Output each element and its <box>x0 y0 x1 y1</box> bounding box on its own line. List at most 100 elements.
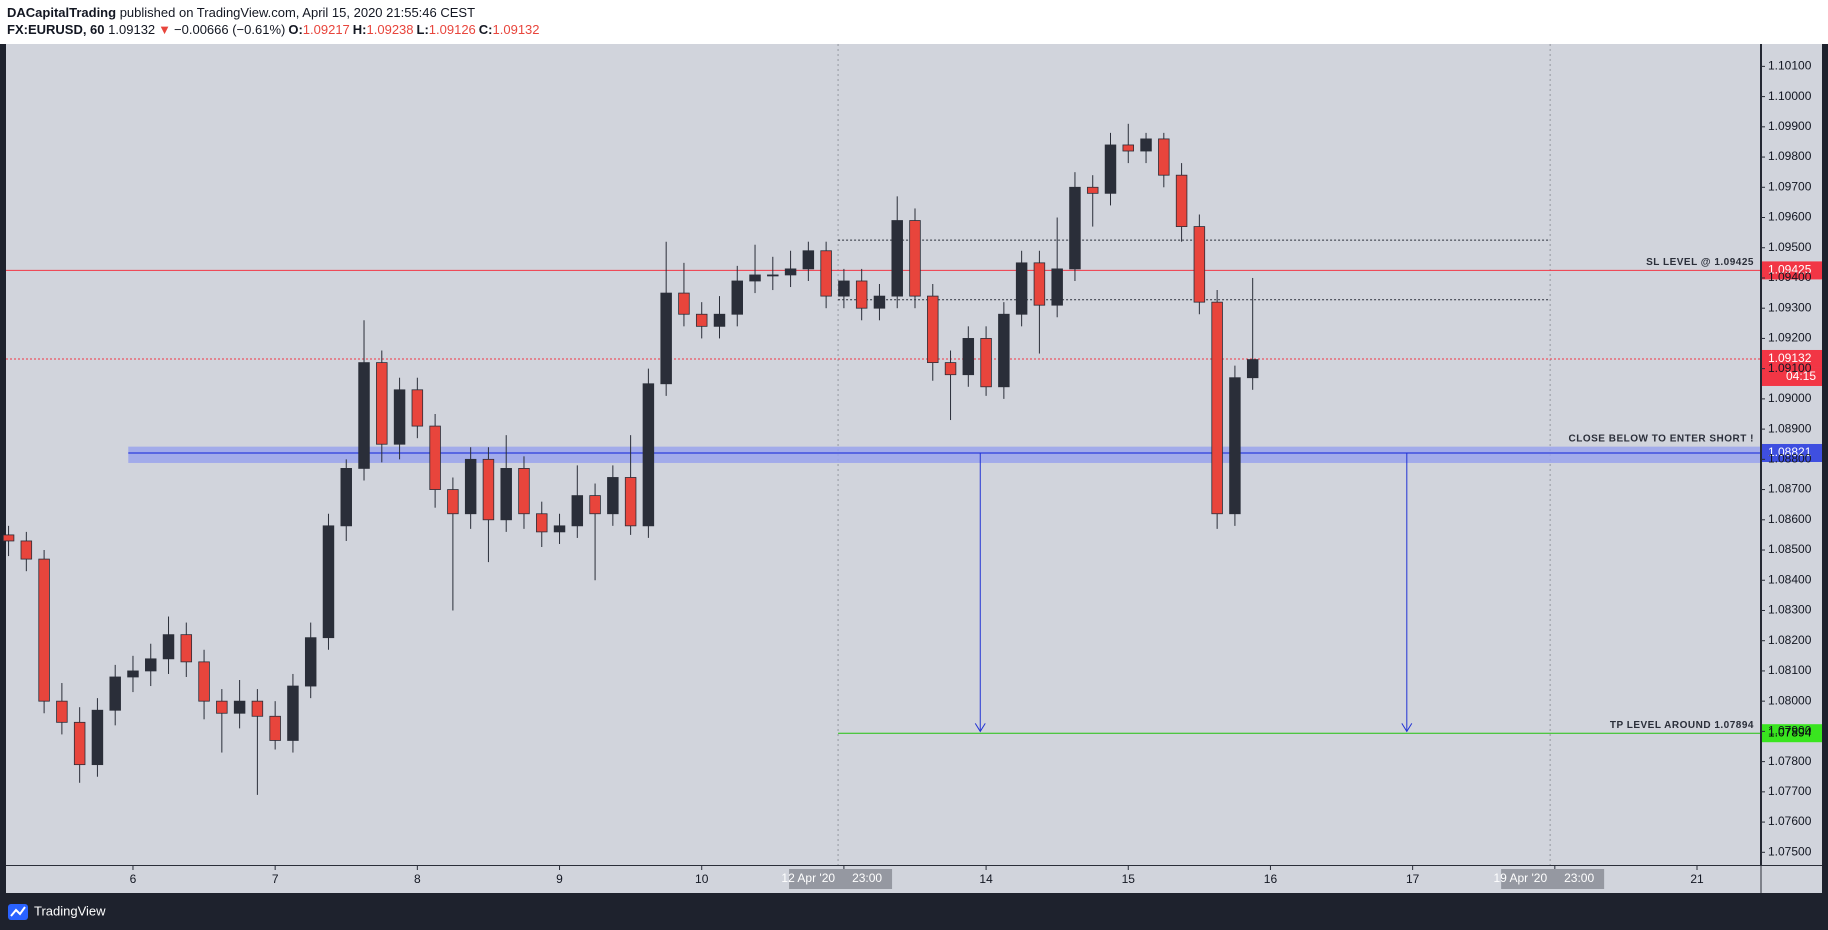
candle-body <box>393 389 406 445</box>
candle-body <box>429 425 441 490</box>
candle-body <box>1033 262 1046 306</box>
y-tick-label: 1.09500 <box>1768 240 1812 254</box>
ohlc-value: 1.09217 <box>302 22 350 37</box>
candle-body <box>340 468 352 527</box>
y-tick-label: 1.10100 <box>1768 59 1812 73</box>
candle-body <box>482 458 495 521</box>
candle-body <box>269 715 281 741</box>
candle-body <box>216 700 228 714</box>
y-tick-label: 1.09600 <box>1768 210 1812 224</box>
x-tick-label: 15 <box>1122 872 1136 886</box>
arrow-head <box>1401 723 1413 733</box>
band <box>128 446 1760 463</box>
candle-body <box>820 250 832 297</box>
candle-body <box>607 477 619 515</box>
candle-body <box>500 468 512 521</box>
candle-body <box>1193 226 1206 303</box>
x-tick-label: 8 <box>414 872 421 886</box>
candle-body <box>233 700 246 714</box>
x-tick-label: 17 <box>1406 872 1420 886</box>
candle-body <box>322 525 335 639</box>
ohlc-value: 1.09132 <box>492 22 540 37</box>
price-badge <box>1762 443 1822 462</box>
y-tick-label: 1.07600 <box>1768 814 1812 828</box>
candle-body <box>1229 377 1241 515</box>
candle-body <box>411 389 424 427</box>
y-tick-label: 1.08300 <box>1768 603 1812 617</box>
y-tick-label: 1.08500 <box>1768 542 1812 556</box>
candle-body <box>767 274 779 277</box>
header: DACapitalTrading published on TradingVie… <box>0 0 1828 44</box>
candle-body <box>927 295 939 364</box>
x-tick-label: 7 <box>272 872 279 886</box>
time-badge-date: 19 Apr '20 <box>1493 871 1547 885</box>
candle-body <box>1051 268 1063 306</box>
candle-body <box>38 558 50 702</box>
time-badge-time: 23:00 <box>852 871 882 885</box>
ohlc-label: C: <box>478 22 493 37</box>
ohlc-value: 1.09126 <box>428 22 476 37</box>
published: published on TradingView.com, April 15, … <box>119 5 476 20</box>
y-tick-label: 1.09900 <box>1768 119 1812 133</box>
candle-body <box>1158 138 1170 176</box>
h-line-label: TP LEVEL AROUND 1.07894 <box>1610 720 1754 731</box>
candle-body <box>145 658 157 672</box>
logo-glyph <box>10 906 26 917</box>
candle-body <box>695 313 708 327</box>
y-tick-label: 1.09400 <box>1768 270 1812 284</box>
candle-body <box>376 362 388 445</box>
candle-body <box>464 458 477 515</box>
band-label: CLOSE BELOW TO ENTER SHORT ! <box>1569 433 1754 444</box>
candle-body <box>20 540 33 560</box>
candle-body <box>2 534 15 542</box>
time-badge <box>1501 869 1605 889</box>
candle-body <box>1122 144 1135 152</box>
candle-body <box>1140 138 1152 152</box>
h-line-label: SL LEVEL @ 1.09425 <box>1646 257 1754 268</box>
x-tick-label: 16 <box>1264 872 1278 886</box>
price-badge <box>1762 261 1822 280</box>
candle-body <box>1015 262 1028 315</box>
candle-body <box>287 685 299 741</box>
candle-body <box>713 313 726 327</box>
brand: TradingView <box>34 903 106 918</box>
price-badge-label: 1.08821 <box>1768 445 1812 459</box>
y-tick-label: 1.08400 <box>1768 572 1812 586</box>
candle-body <box>536 513 548 533</box>
candle-body <box>1175 174 1188 227</box>
candle-body <box>802 250 815 270</box>
ohlc-label: O: <box>288 22 303 37</box>
candle-body <box>447 489 459 515</box>
candle-body <box>624 477 637 527</box>
header-line: FX:EURUSD, 60 1.09132 ▼ −0.00666 (−0.61%) O… <box>7 22 543 37</box>
candle-body <box>784 268 797 276</box>
candle-body <box>838 280 850 297</box>
candle-body <box>944 362 957 376</box>
author: DACapitalTrading <box>7 5 117 20</box>
arrow: ▼ <box>158 22 172 37</box>
y-tick-label: 1.08200 <box>1768 633 1812 647</box>
candle-body <box>251 700 264 717</box>
candle-body <box>909 220 921 297</box>
candle-body <box>91 709 104 766</box>
time-badge <box>789 869 893 889</box>
y-tick-label: 1.09100 <box>1768 361 1812 375</box>
candle-body <box>73 721 86 766</box>
y-tick-label: 1.09700 <box>1768 179 1812 193</box>
candle-body <box>1069 186 1081 270</box>
candle-body <box>660 292 672 385</box>
price-badge-label: 1.09132 <box>1768 351 1812 365</box>
ohlc-value: 1.09238 <box>366 22 414 37</box>
candle-body <box>731 280 743 315</box>
candle-body <box>304 637 317 687</box>
countdown-label: 04:15 <box>1786 369 1816 383</box>
candle-body <box>162 634 175 660</box>
candle-body <box>962 338 975 376</box>
ohlc-label: L: <box>416 22 429 37</box>
y-tick-label: 1.07700 <box>1768 784 1812 798</box>
x-tick-label: 14 <box>979 872 993 886</box>
plot <box>2 44 1760 865</box>
candle-body <box>109 676 121 711</box>
x-tick-label: 9 <box>556 872 563 886</box>
